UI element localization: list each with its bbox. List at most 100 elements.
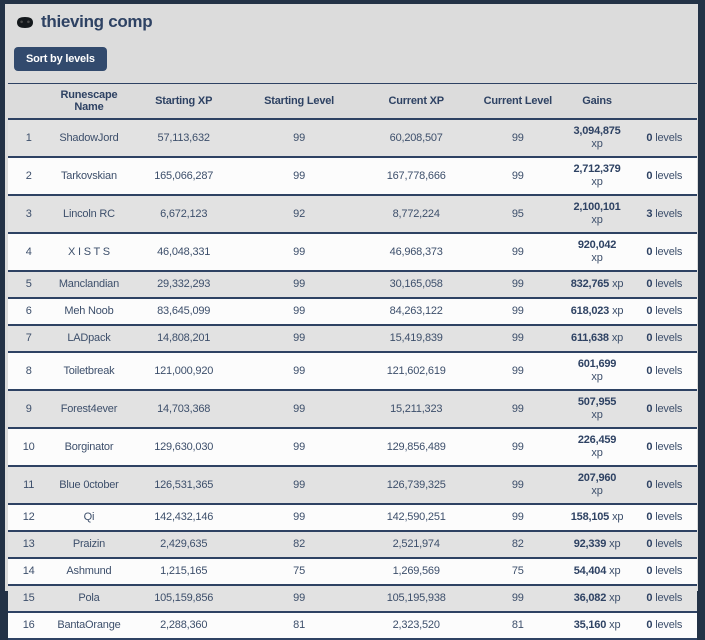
gain-xp-value: 226,459: [577, 434, 617, 446]
gain-xp-suffix: xp: [591, 485, 603, 497]
gain-xp-value: 54,404: [573, 565, 607, 577]
cell-gain-xp: 226,459 xp: [563, 428, 632, 466]
cell-starting-xp: 105,159,856: [154, 592, 214, 604]
cell-starting-level: 99: [293, 131, 305, 144]
cell-gain-xp: 92,339 xp: [563, 531, 632, 558]
cell-current-level: 99: [511, 305, 524, 317]
cell-current-level: 99: [511, 131, 524, 144]
cell-runescape-name: BantaOrange: [57, 619, 121, 631]
table-row: 14 Ashmund 1,215,165 75 1,269,569 75 54,…: [8, 558, 697, 585]
table-row: 5 Manclandian 29,332,293 99 30,165,058 9…: [8, 271, 697, 298]
gain-levels-suffix: levels: [655, 402, 683, 415]
gain-xp-value: 611,638: [571, 332, 609, 344]
cell-current-xp: 167,778,666: [386, 169, 446, 182]
gain-xp-suffix: xp: [591, 447, 603, 459]
table-row: 11 Blue 0ctober 126,531,365 99 126,739,3…: [8, 466, 697, 504]
cell-rank: 12: [22, 511, 35, 523]
cell-gain-levels: 0 levels: [631, 585, 697, 612]
cell-rank: 11: [23, 478, 35, 491]
gain-xp-suffix: xp: [612, 305, 624, 317]
table-header-row: Runescape Name Starting XP Starting Leve…: [8, 83, 697, 119]
cell-current-level: 99: [511, 402, 524, 415]
gain-xp-value: 2,100,101: [573, 201, 621, 213]
cell-runescape-name: Toiletbreak: [63, 364, 115, 377]
cell-current-level: 99: [511, 478, 524, 491]
gain-xp-suffix: xp: [591, 252, 603, 264]
cell-current-xp: 105,195,938: [386, 592, 446, 604]
gain-levels-value: 0: [646, 332, 653, 344]
gain-levels-value: 0: [646, 364, 653, 377]
header-gains: Gains: [582, 95, 612, 107]
gain-xp-value: 207,960: [577, 472, 617, 484]
header-starting-level: Starting Level: [264, 95, 335, 107]
table-row: 3 Lincoln RC 6,672,123 92 8,772,224 95 2…: [8, 195, 697, 233]
cell-current-xp: 15,419,839: [389, 332, 443, 344]
gain-levels-suffix: levels: [655, 207, 683, 220]
cell-starting-xp: 83,645,099: [157, 305, 211, 317]
cell-starting-level: 99: [293, 305, 305, 317]
thieving-mask-icon: [15, 16, 41, 29]
cell-current-xp: 121,602,619: [386, 364, 446, 377]
cell-rank: 13: [22, 538, 35, 550]
gain-levels-value: 0: [646, 565, 653, 577]
cell-gain-xp: 601,699 xp: [563, 352, 632, 390]
cell-runescape-name: Forest4ever: [60, 402, 118, 415]
cell-gain-levels: 0 levels: [631, 504, 697, 531]
cell-starting-level: 99: [293, 592, 305, 604]
gain-xp-suffix: xp: [609, 592, 621, 604]
cell-gain-xp: 2,100,101 xp: [563, 195, 632, 233]
title-bar: thieving comp: [5, 10, 698, 34]
cell-starting-xp: 14,808,201: [157, 332, 211, 344]
cell-rank: 4: [25, 245, 32, 258]
cell-runescape-name: Blue 0ctober: [59, 478, 119, 491]
gain-levels-value: 3: [646, 207, 653, 220]
cell-starting-level: 82: [293, 538, 305, 550]
gain-xp-value: 35,160: [573, 619, 607, 631]
cell-current-xp: 8,772,224: [392, 207, 440, 220]
cell-current-level: 95: [511, 207, 524, 220]
cell-starting-level: 99: [293, 440, 305, 453]
cell-starting-xp: 126,531,365: [154, 478, 214, 491]
gain-levels-suffix: levels: [655, 478, 683, 491]
gain-xp-suffix: xp: [591, 371, 603, 383]
cell-runescape-name: Lincoln RC: [63, 207, 115, 220]
gain-levels-value: 0: [646, 538, 653, 550]
cell-runescape-name: Ashmund: [66, 565, 112, 577]
gain-levels-suffix: levels: [655, 278, 683, 290]
cell-current-xp: 129,856,489: [386, 440, 446, 453]
cell-current-xp: 1,269,569: [392, 565, 440, 577]
cell-starting-level: 99: [293, 278, 305, 290]
table-row: 7 LADpack 14,808,201 99 15,419,839 99 61…: [8, 325, 697, 352]
gain-levels-value: 0: [646, 278, 653, 290]
cell-rank: 16: [22, 619, 35, 631]
gain-levels-value: 0: [646, 440, 653, 453]
gain-xp-value: 158,105: [570, 511, 610, 523]
cell-current-level: 99: [511, 332, 524, 344]
cell-starting-xp: 46,048,331: [157, 245, 211, 258]
cell-gain-levels: 0 levels: [631, 390, 697, 428]
cell-rank: 9: [25, 402, 32, 415]
cell-rank: 2: [25, 169, 32, 182]
cell-runescape-name: Pola: [78, 592, 100, 604]
cell-current-level: 99: [511, 440, 524, 453]
gain-levels-value: 0: [646, 592, 653, 604]
cell-gain-xp: 54,404 xp: [563, 558, 632, 585]
cell-gain-levels: 0 levels: [631, 558, 697, 585]
gain-levels-value: 0: [646, 169, 653, 182]
cell-gain-xp: 832,765 xp: [563, 271, 632, 298]
cell-gain-levels: 0 levels: [631, 428, 697, 466]
gain-xp-value: 832,765: [570, 278, 610, 290]
cell-runescape-name: ShadowJord: [59, 131, 119, 144]
cell-rank: 8: [25, 364, 32, 377]
table-row: 4 X I S T S 46,048,331 99 46,968,373 99 …: [8, 233, 697, 271]
cell-starting-level: 81: [293, 619, 305, 631]
gain-xp-suffix: xp: [591, 176, 603, 188]
gain-levels-value: 0: [646, 131, 653, 144]
sort-by-levels-button[interactable]: Sort by levels: [14, 47, 107, 71]
cell-rank: 6: [25, 305, 32, 317]
gain-xp-suffix: xp: [609, 538, 621, 550]
cell-starting-level: 99: [293, 169, 305, 182]
cell-current-level: 99: [511, 364, 524, 377]
cell-current-level: 99: [511, 278, 524, 290]
cell-runescape-name: Qi: [83, 511, 95, 523]
